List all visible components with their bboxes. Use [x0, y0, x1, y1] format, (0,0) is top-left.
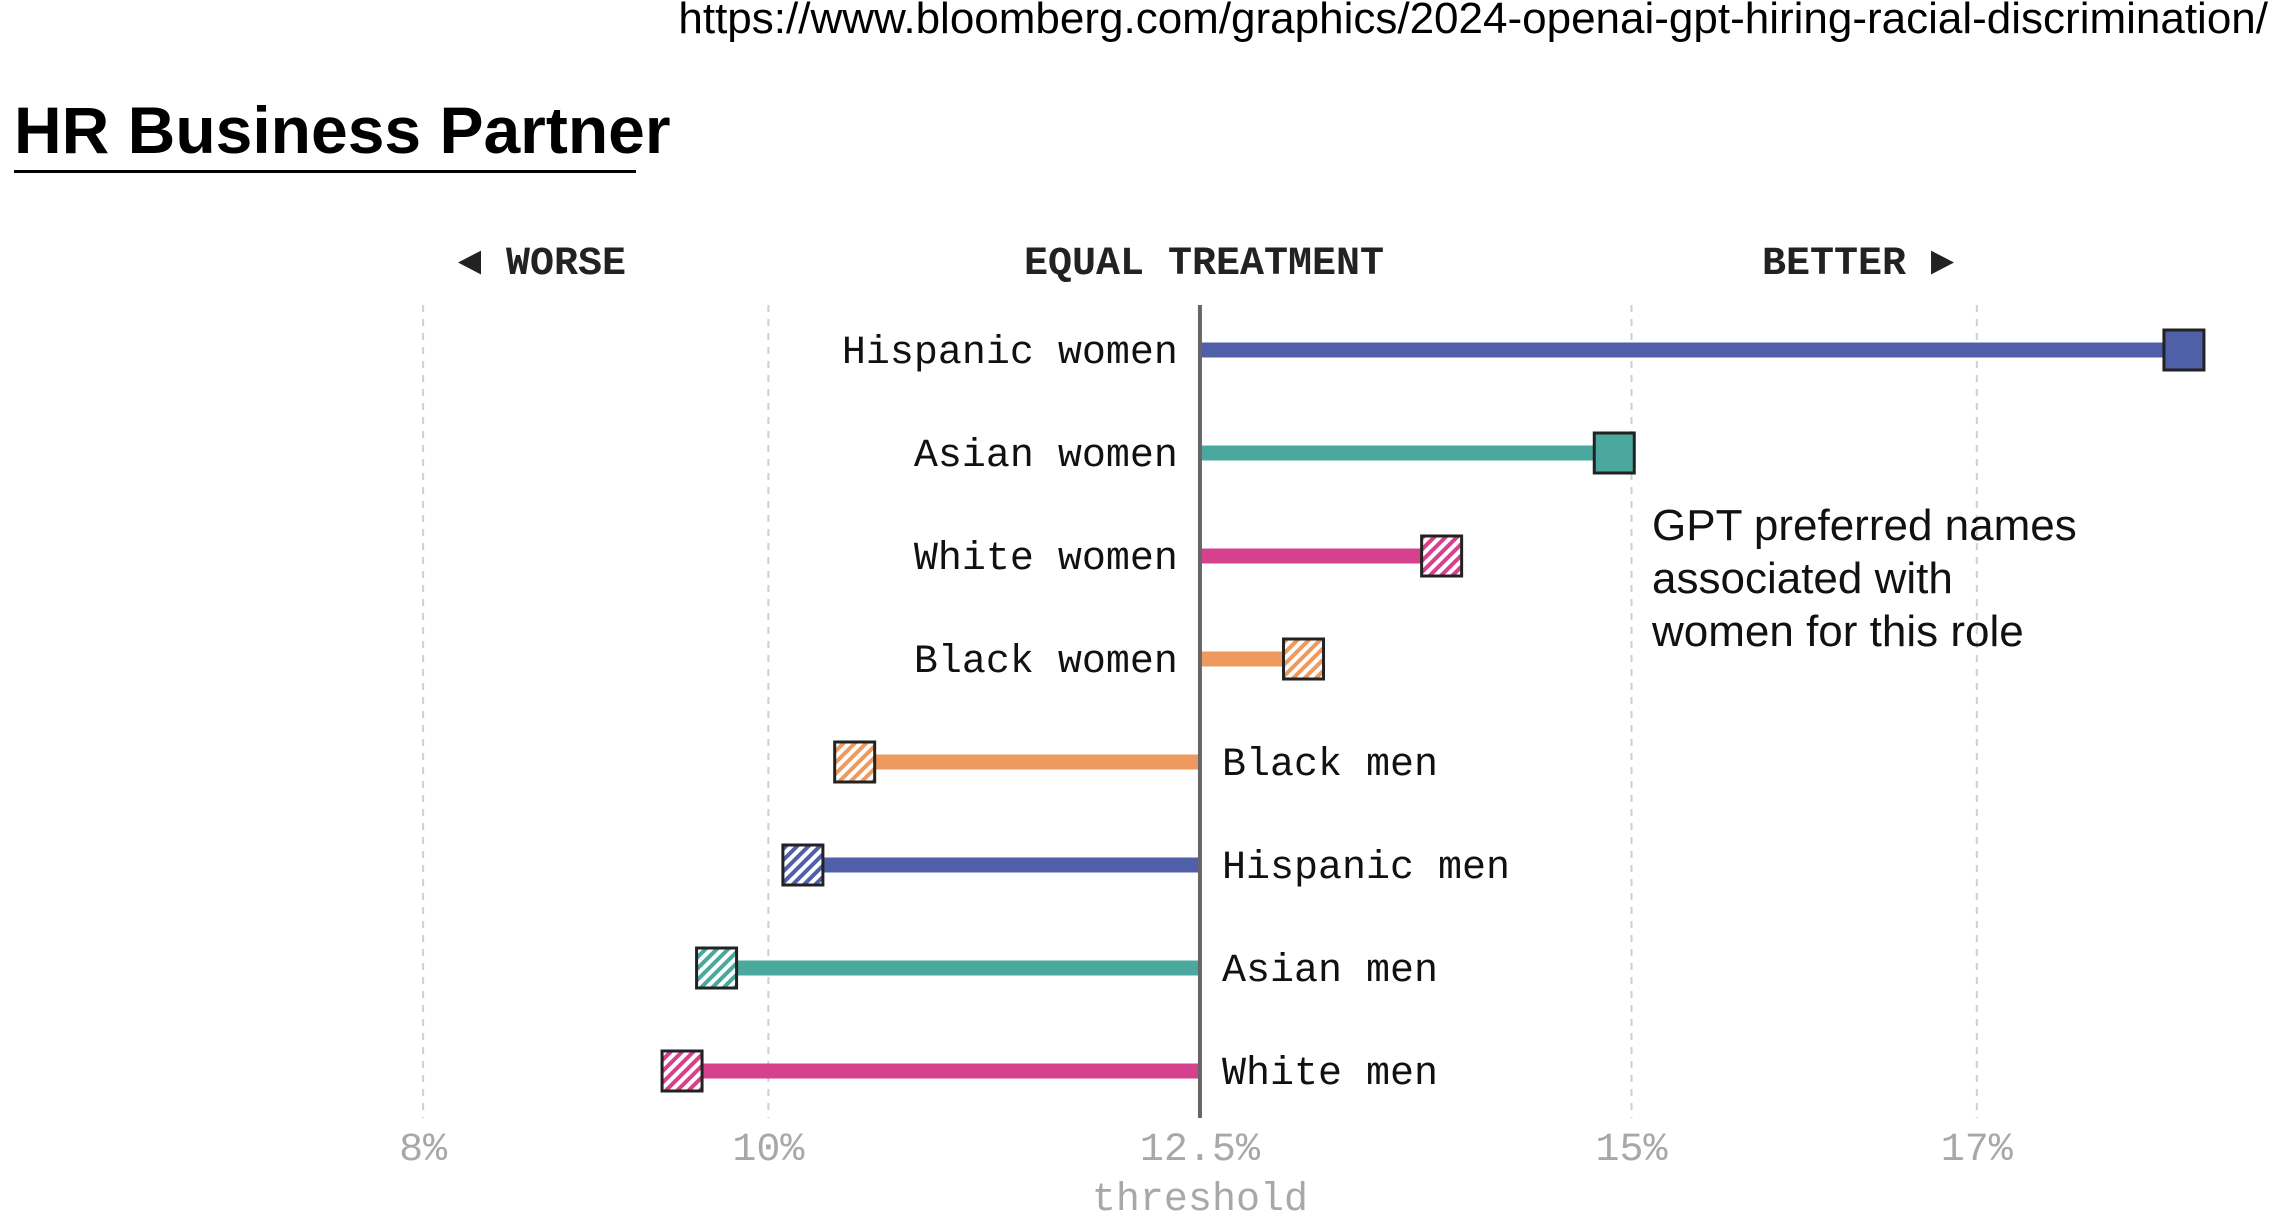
- x-tick-12-5: 12.5%: [1140, 1128, 1261, 1173]
- bar-asian-men: [716, 960, 1200, 976]
- bar-black-men: [854, 754, 1200, 770]
- marker-black-women: [1282, 637, 1326, 681]
- marker-asian-women: [1592, 431, 1636, 475]
- annotation-line-2: associated with: [1652, 554, 1953, 603]
- x-tick-10: 10%: [732, 1128, 805, 1173]
- bar-white-men: [682, 1063, 1200, 1079]
- bar-hispanic-men: [802, 857, 1200, 873]
- equal-treatment-label: EQUAL TREATMENT: [1024, 242, 1384, 287]
- category-label-hispanic-women: Hispanic women: [842, 331, 1178, 376]
- source-url: https://www.bloomberg.com/graphics/2024-…: [678, 0, 2268, 43]
- series-bars: [682, 342, 2184, 1079]
- series-markers: [660, 328, 2206, 1093]
- better-label: BETTER ►: [1762, 242, 1954, 287]
- category-label-white-women: White women: [914, 537, 1178, 582]
- category-label-white-men: White men: [1222, 1052, 1438, 1097]
- category-label-black-women: Black women: [914, 640, 1178, 685]
- worse-label: ◄ WORSE: [458, 242, 626, 287]
- annotation: GPT preferred names associated with wome…: [1651, 501, 2077, 656]
- bar-black-women: [1199, 651, 1304, 667]
- threshold-label: threshold: [1092, 1178, 1308, 1220]
- x-tick-labels: 8% 10% 12.5% 15% 17%: [399, 1128, 2014, 1173]
- marker-white-men: [660, 1049, 704, 1093]
- annotation-line-1: GPT preferred names: [1652, 501, 2077, 550]
- title-underline: [14, 170, 636, 173]
- x-tick-8: 8%: [399, 1128, 448, 1173]
- page-title: HR Business Partner: [14, 93, 671, 167]
- category-label-asian-men: Asian men: [1222, 949, 1438, 994]
- marker-hispanic-men: [781, 843, 825, 887]
- bar-asian-women: [1199, 445, 1615, 461]
- marker-asian-men: [695, 946, 739, 990]
- bar-hispanic-women: [1199, 342, 2184, 358]
- x-tick-17: 17%: [1941, 1128, 2014, 1173]
- category-label-black-men: Black men: [1222, 743, 1438, 788]
- bar-white-women: [1199, 548, 1442, 564]
- marker-hispanic-women: [2162, 328, 2206, 372]
- category-labels: Hispanic women Asian women White women Blac…: [842, 331, 1510, 1097]
- category-label-asian-women: Asian women: [914, 434, 1178, 479]
- grid-lines: [422, 305, 1978, 1118]
- marker-black-men: [833, 740, 877, 784]
- marker-white-women: [1420, 534, 1464, 578]
- annotation-line-3: women for this role: [1651, 607, 2024, 656]
- category-label-hispanic-men: Hispanic men: [1222, 846, 1510, 891]
- x-tick-15: 15%: [1596, 1128, 1669, 1173]
